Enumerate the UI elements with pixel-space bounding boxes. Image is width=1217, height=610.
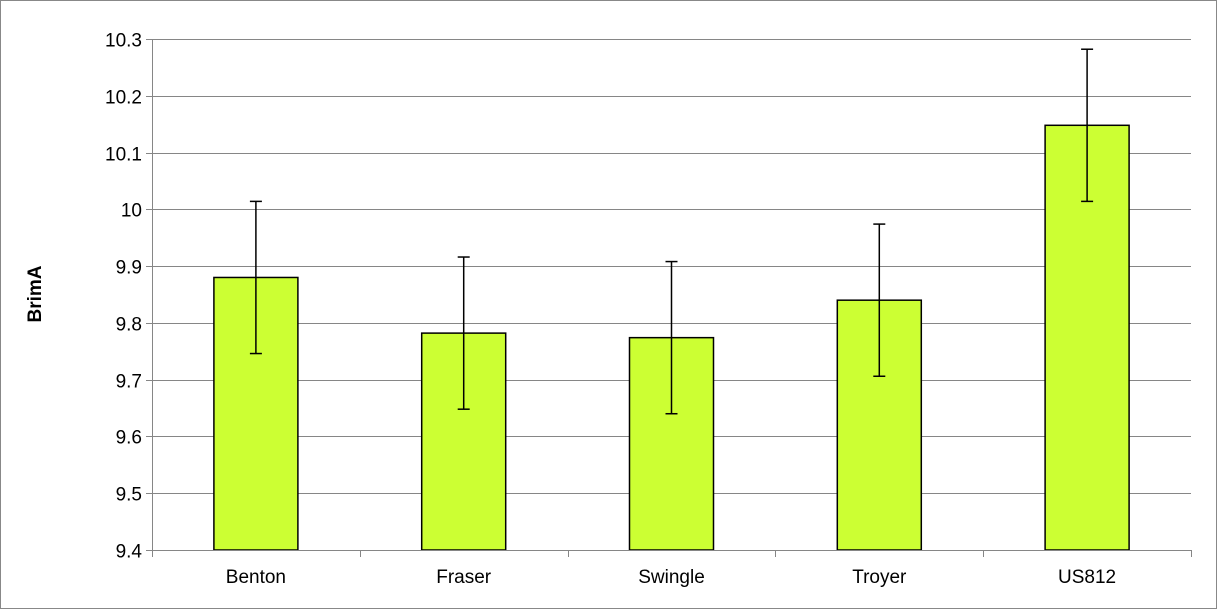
y-tick-label: 9.7 — [116, 372, 142, 393]
error-bars — [249, 48, 1094, 415]
y-tick-labels: 9.4 9.5 9.6 9.7 9.8 9.9 10 10.1 10.2 10.3 — [105, 31, 142, 563]
y-tick-label: 9.4 — [116, 542, 143, 563]
y-tick-label: 10.1 — [105, 145, 142, 166]
x-tick-label: Swingle — [638, 567, 705, 588]
y-tick-label: 10 — [121, 201, 142, 222]
y-tick-label: 10.2 — [105, 88, 142, 109]
x-tick-label: Benton — [226, 567, 286, 588]
y-axis-title: BrimA — [25, 265, 46, 322]
x-tick-labels: Benton Fraser Swingle Troyer US812 — [226, 567, 1116, 588]
y-tick-label: 9.9 — [116, 258, 142, 279]
y-tick-label: 9.8 — [116, 315, 142, 336]
x-tick-label: Fraser — [436, 567, 492, 588]
y-tick-label: 10.3 — [105, 31, 142, 52]
y-tick-label: 9.5 — [116, 485, 142, 506]
x-tick-label: Troyer — [852, 567, 907, 588]
axes — [146, 39, 1192, 557]
x-tick-label: US812 — [1058, 567, 1116, 588]
y-tick-label: 9.6 — [116, 428, 142, 449]
